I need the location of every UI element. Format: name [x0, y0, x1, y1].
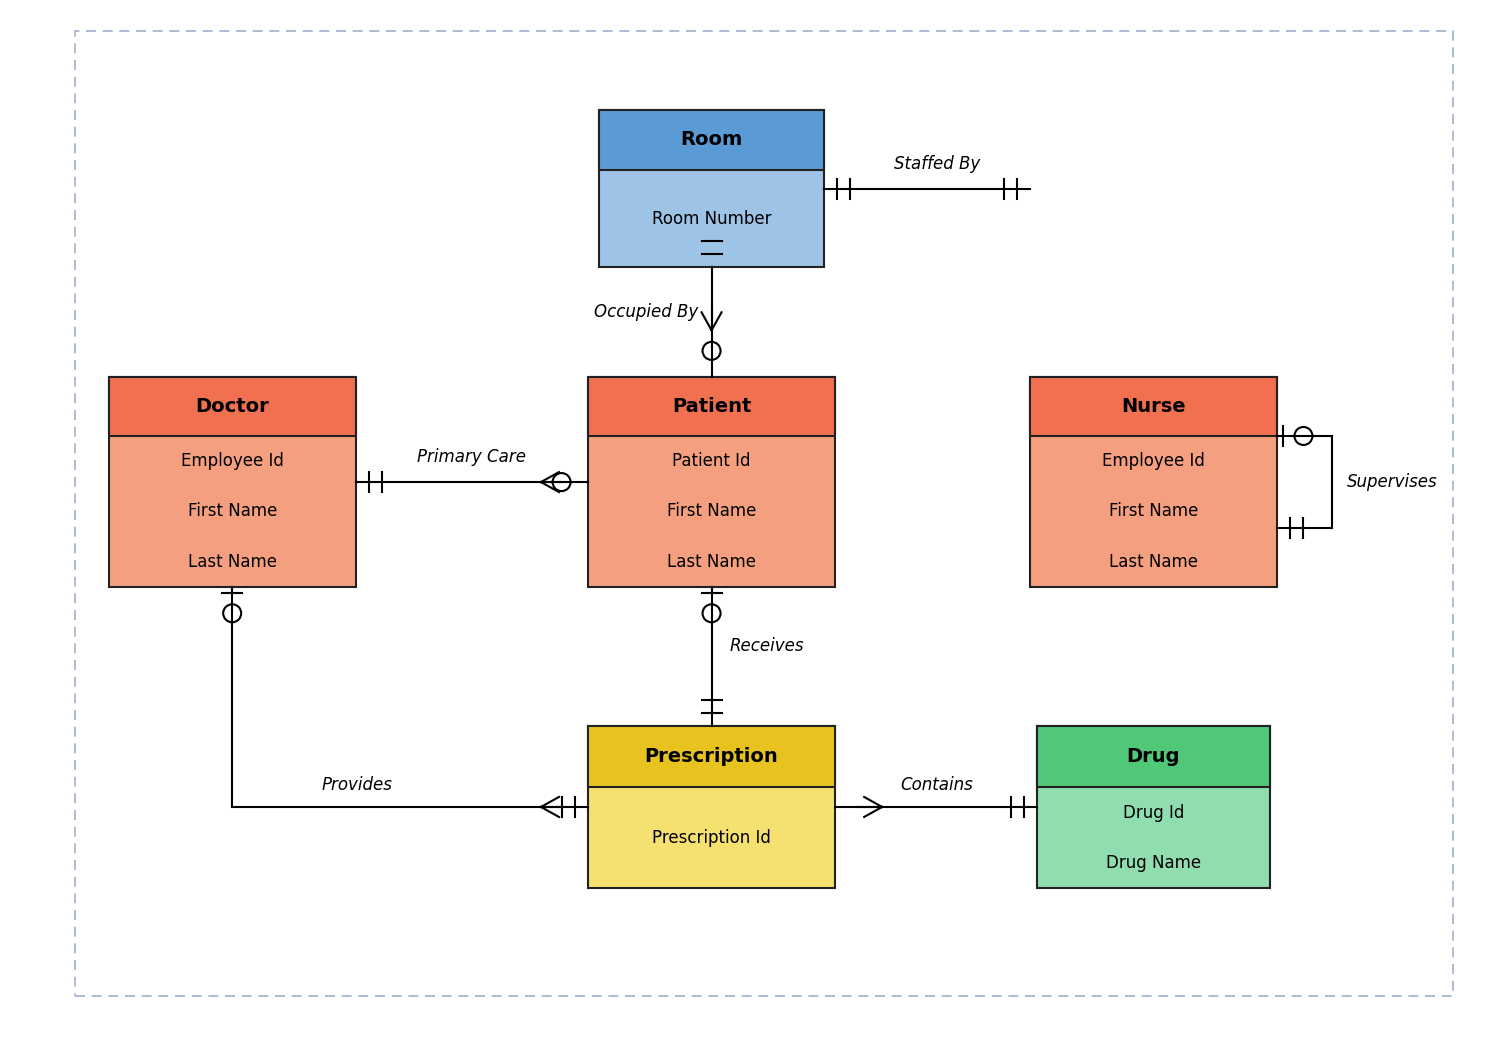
Text: Drug Id: Drug Id: [1124, 804, 1183, 822]
Bar: [587, 726, 836, 787]
Bar: [108, 377, 357, 587]
Text: Last Name: Last Name: [1109, 552, 1198, 571]
Text: Primary Care: Primary Care: [418, 449, 526, 466]
Text: Doctor: Doctor: [195, 397, 270, 416]
Bar: [587, 377, 836, 436]
Text: First Name: First Name: [187, 502, 277, 521]
Text: Prescription Id: Prescription Id: [652, 829, 771, 847]
Text: Drug: Drug: [1126, 747, 1180, 766]
Text: Drug Name: Drug Name: [1106, 854, 1201, 872]
Bar: [1031, 377, 1278, 587]
Bar: [587, 725, 836, 889]
Text: Contains: Contains: [900, 776, 972, 794]
Bar: [1038, 725, 1270, 889]
Bar: [1038, 726, 1270, 787]
Bar: [108, 377, 357, 436]
Text: Last Name: Last Name: [187, 552, 277, 571]
Text: Staffed By: Staffed By: [894, 155, 980, 173]
Text: Supervises: Supervises: [1347, 473, 1438, 492]
Text: Room: Room: [680, 130, 743, 150]
Bar: [1031, 377, 1278, 436]
Text: Occupied By: Occupied By: [595, 303, 698, 322]
Text: Employee Id: Employee Id: [181, 452, 283, 471]
Text: Patient: Patient: [673, 397, 750, 416]
Bar: [599, 110, 824, 267]
Text: Patient Id: Patient Id: [673, 452, 750, 471]
Text: Room Number: Room Number: [652, 210, 771, 227]
Text: Receives: Receives: [730, 637, 804, 655]
Text: Provides: Provides: [321, 776, 392, 794]
Text: First Name: First Name: [667, 502, 756, 521]
Text: Last Name: Last Name: [667, 552, 756, 571]
Text: First Name: First Name: [1109, 502, 1198, 521]
Text: Prescription: Prescription: [644, 747, 779, 766]
Text: Nurse: Nurse: [1121, 397, 1186, 416]
Text: Employee Id: Employee Id: [1103, 452, 1204, 471]
Bar: [599, 110, 824, 170]
Bar: [587, 377, 836, 587]
